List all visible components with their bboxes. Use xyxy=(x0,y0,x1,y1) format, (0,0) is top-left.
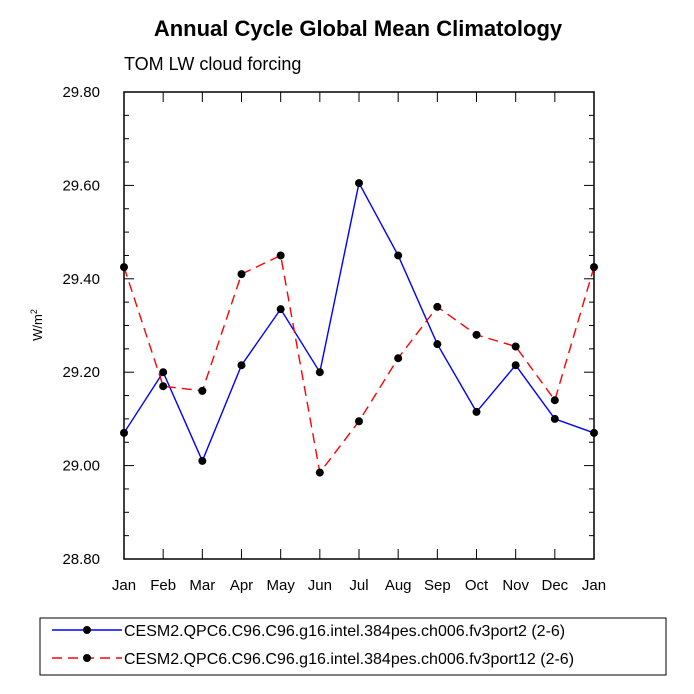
legend-marker-1 xyxy=(83,626,91,634)
data-point xyxy=(550,414,559,423)
y-axis-label: W/m2 xyxy=(29,309,45,341)
data-point xyxy=(472,407,481,416)
plot-frame xyxy=(123,91,595,560)
legend-marker-2 xyxy=(83,654,91,662)
x-tick-label: Apr xyxy=(230,577,253,594)
data-point xyxy=(355,179,363,188)
x-tick-label: Aug xyxy=(385,577,412,594)
x-tick-label: Dec xyxy=(541,577,568,594)
x-tick-labels: Jan Feb Mar Apr May Jun Jul Aug Sep Oct Nov Dec Jan xyxy=(112,577,606,594)
data-point xyxy=(511,361,520,370)
x-tick-label: May xyxy=(266,577,295,594)
data-point xyxy=(433,302,442,311)
data-point xyxy=(590,263,598,272)
chart-title: Annual Cycle Global Mean Climatology xyxy=(154,16,563,41)
x-tick-label: Sep xyxy=(424,577,451,594)
series-line-2 xyxy=(123,254,595,475)
data-point xyxy=(472,330,481,339)
x-tick-label: Mar xyxy=(189,577,215,594)
y-tick-label: 29.80 xyxy=(62,84,100,101)
data-point xyxy=(394,251,403,260)
x-tick-label: Jan xyxy=(112,577,136,594)
data-point xyxy=(198,386,207,395)
data-point xyxy=(276,251,285,260)
y-tick-label: 29.60 xyxy=(62,177,100,194)
data-point xyxy=(550,396,559,405)
data-point xyxy=(237,270,246,279)
x-tick-label: Oct xyxy=(465,577,489,594)
x-tick-label: Jan xyxy=(582,577,606,594)
y-tick-label: 29.40 xyxy=(62,271,100,288)
data-point xyxy=(433,340,442,349)
x-tick-label: Jul xyxy=(349,577,368,594)
series-layer xyxy=(120,179,598,477)
data-point xyxy=(590,428,598,437)
y-axis-label-text: W/m xyxy=(30,314,45,341)
data-point xyxy=(315,468,324,477)
data-point xyxy=(237,361,246,370)
legend-label-2: CESM2.QPC6.C96.C96.g16.intel.384pes.ch00… xyxy=(124,651,574,668)
y-tick-label: 28.80 xyxy=(62,551,100,568)
data-point xyxy=(159,382,168,391)
x-tick-label: Jun xyxy=(308,577,332,594)
y-axis-label-superscript: 2 xyxy=(29,309,39,314)
legend-items: CESM2.QPC6.C96.C96.g16.intel.384pes.ch00… xyxy=(52,623,574,668)
chart-subtitle: TOM LW cloud forcing xyxy=(124,54,301,74)
y-tick-label: 29.20 xyxy=(62,364,100,381)
data-point xyxy=(355,417,363,426)
data-point xyxy=(276,305,285,314)
axis-ticks xyxy=(123,91,595,560)
legend-box xyxy=(39,617,667,676)
data-point xyxy=(159,368,168,377)
data-point xyxy=(511,342,520,351)
legend: CESM2.QPC6.C96.C96.g16.intel.384pes.ch00… xyxy=(39,617,667,676)
x-tick-label: Feb xyxy=(150,577,176,594)
y-tick-labels: 28.80 29.00 29.20 29.40 29.60 29.80 xyxy=(62,84,100,568)
data-point xyxy=(315,368,324,377)
data-point xyxy=(198,456,207,465)
data-point xyxy=(394,354,403,363)
legend-label-1: CESM2.QPC6.C96.C96.g16.intel.384pes.ch00… xyxy=(124,623,565,640)
data-point xyxy=(120,263,128,272)
data-point xyxy=(120,428,128,437)
y-tick-label: 29.00 xyxy=(62,458,100,475)
x-tick-label: Nov xyxy=(502,577,529,594)
